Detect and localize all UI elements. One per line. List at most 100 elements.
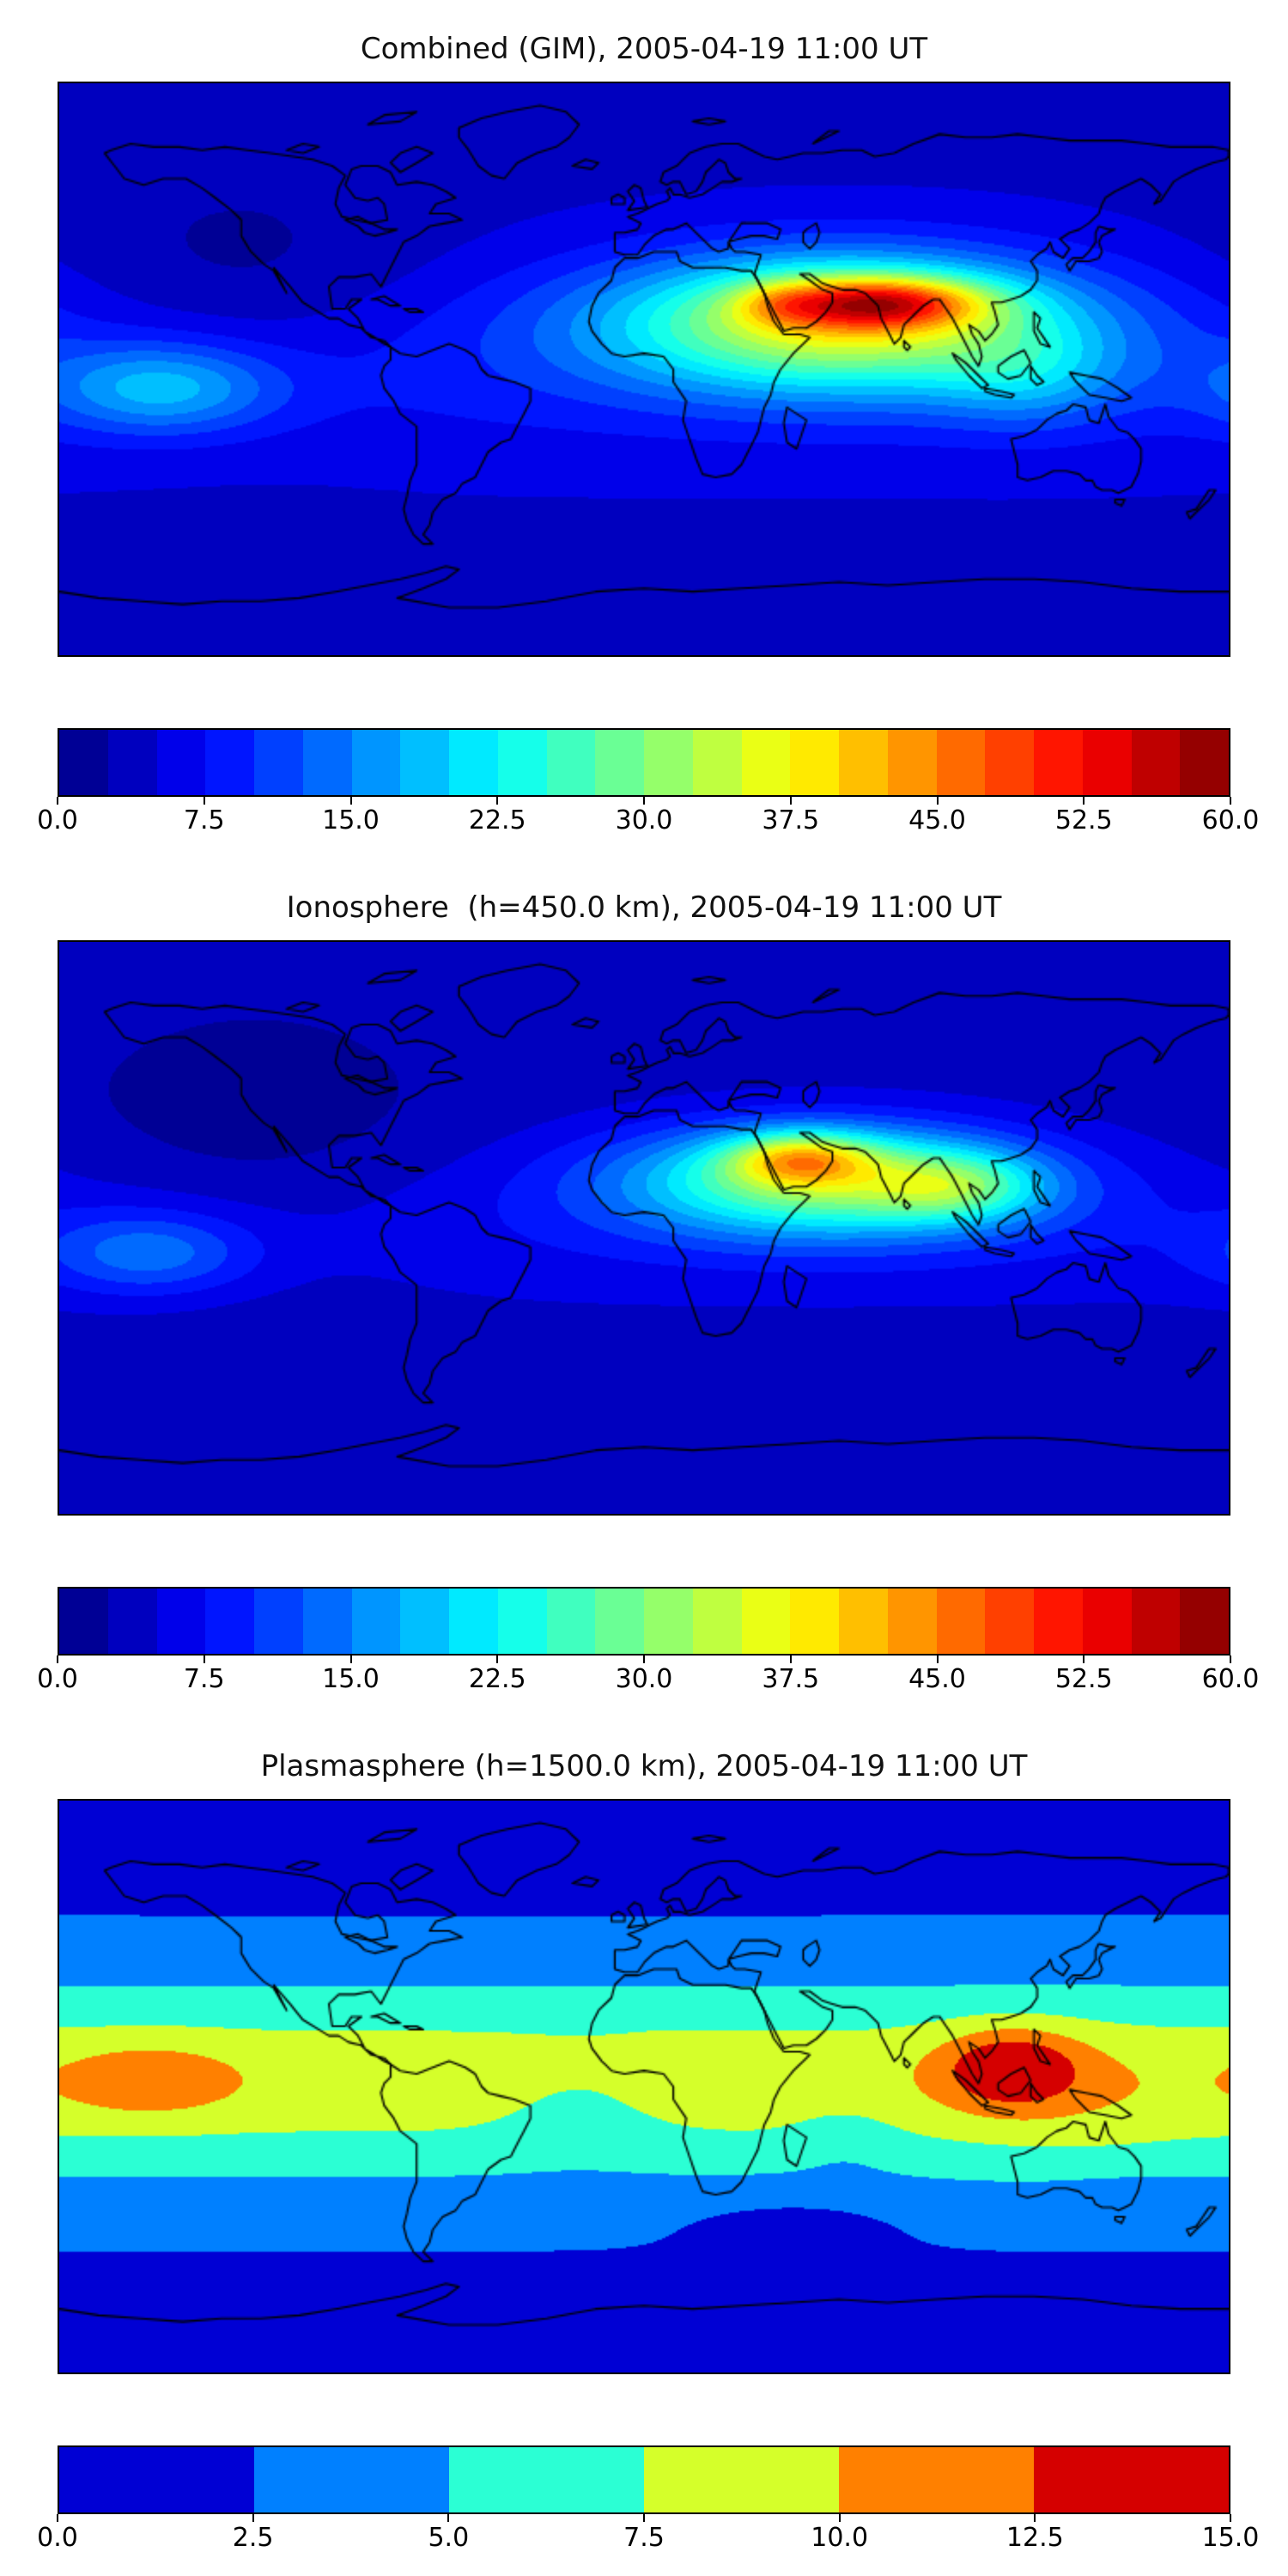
colorbar-segment: [790, 730, 839, 795]
colorbar-segment: [985, 1589, 1034, 1654]
colorbar-tick: [838, 2514, 841, 2522]
colorbar-segment: [400, 1589, 449, 1654]
colorbar-tick: [1230, 1656, 1231, 1663]
colorbar-tick: [643, 2514, 645, 2522]
colorbar-tick: [1034, 2514, 1036, 2522]
colorbar-segment: [644, 1589, 693, 1654]
colorbar-tick-label: 22.5: [468, 1664, 526, 1694]
colorbar-segment: [59, 2447, 254, 2512]
colorbar-segment: [351, 730, 401, 795]
colorbar-segment: [156, 730, 206, 795]
colorbar-tick-label: 7.5: [183, 1664, 225, 1694]
colorbar-tick-labels: 0.0 2.5 5.0 7.5 10.0 12.5 15.0: [37, 2523, 1259, 2557]
world-tec-map-canvas: [59, 942, 1229, 1514]
colorbar-tick-label: 37.5: [762, 805, 820, 835]
colorbar-ticks: [57, 797, 1231, 805]
colorbar-frame: [58, 2445, 1230, 2514]
colorbar-tick-label: 30.0: [615, 1664, 673, 1694]
colorbar-segment: [1082, 1589, 1132, 1654]
colorbar-tick: [789, 1656, 792, 1663]
panel-combined-gim: Combined (GIM), 2005-04-19 11:00 UT 0.0 7…: [0, 0, 1288, 859]
colorbar-tick-label: 60.0: [1201, 1664, 1260, 1694]
colorbar-segment: [497, 730, 547, 795]
panel-ionosphere: Ionosphere (h=450.0 km), 2005-04-19 11:0…: [0, 859, 1288, 1717]
colorbar-ticks: [57, 1656, 1231, 1663]
map-frame: [58, 82, 1230, 657]
colorbar-segment: [1131, 730, 1181, 795]
colorbar-tick: [936, 797, 939, 805]
colorbar-tick: [447, 2514, 450, 2522]
map-frame: [58, 1799, 1230, 2374]
colorbar-segment: [741, 730, 791, 795]
panel-title: Combined (GIM), 2005-04-19 11:00 UT: [360, 32, 928, 66]
colorbar-segment: [887, 730, 937, 795]
colorbar-segment: [497, 1589, 547, 1654]
colorbar-segment: [936, 1589, 986, 1654]
colorbar: [59, 1589, 1229, 1654]
colorbar-segment: [1034, 2447, 1229, 2512]
colorbar-tick: [57, 1656, 58, 1663]
colorbar-tick: [1230, 2514, 1231, 2522]
colorbar-segment: [351, 1589, 401, 1654]
colorbar-segment: [1082, 730, 1132, 795]
panel-plasmasphere: Plasmasphere (h=1500.0 km), 2005-04-19 1…: [0, 1717, 1288, 2576]
colorbar-segment: [254, 2447, 449, 2512]
colorbar-segment: [1034, 1589, 1083, 1654]
colorbar-segment: [400, 730, 449, 795]
colorbar-tick: [496, 797, 499, 805]
colorbar-tick-labels: 0.0 7.5 15.0 22.5 30.0 37.5 45.0 52.5 60.0: [37, 1664, 1259, 1698]
colorbar-segment: [985, 730, 1034, 795]
colorbar-frame: [58, 1587, 1230, 1656]
colorbar-tick: [349, 1656, 352, 1663]
colorbar-segment: [644, 2447, 839, 2512]
colorbar-segment: [302, 1589, 352, 1654]
colorbar-segment: [741, 1589, 791, 1654]
colorbar-tick: [349, 797, 352, 805]
colorbar-segment: [302, 730, 352, 795]
colorbar-tick-label: 0.0: [37, 1664, 78, 1694]
colorbar-tick: [643, 1656, 645, 1663]
colorbar-tick-label: 10.0: [811, 2523, 869, 2553]
colorbar-segment: [449, 730, 498, 795]
colorbar-segment: [595, 1589, 644, 1654]
map-frame: [58, 940, 1230, 1516]
colorbar-segment: [692, 1589, 742, 1654]
colorbar-tick: [789, 797, 792, 805]
colorbar-segment: [546, 1589, 596, 1654]
colorbar-segment: [644, 730, 693, 795]
colorbar-tick: [496, 1656, 499, 1663]
colorbar-tick: [252, 2514, 254, 2522]
colorbar-tick-label: 15.0: [322, 805, 380, 835]
colorbar-tick-label: 45.0: [908, 1664, 966, 1694]
colorbar-tick-labels: 0.0 7.5 15.0 22.5 30.0 37.5 45.0 52.5 60.0: [37, 805, 1259, 840]
colorbar-tick: [203, 797, 205, 805]
colorbar-tick-label: 7.5: [623, 2523, 665, 2553]
colorbar-segment: [107, 1589, 157, 1654]
colorbar-segment: [156, 1589, 206, 1654]
colorbar-segment: [254, 1589, 303, 1654]
colorbar-segment: [692, 730, 742, 795]
colorbar-segment: [449, 1589, 498, 1654]
colorbar-segment: [205, 1589, 254, 1654]
colorbar-segment: [546, 730, 596, 795]
colorbar-segment: [839, 2447, 1034, 2512]
colorbar-tick-label: 2.5: [232, 2523, 274, 2553]
colorbar-segment: [254, 730, 303, 795]
colorbar-tick-label: 0.0: [37, 805, 78, 835]
colorbar-segment: [205, 730, 254, 795]
colorbar-tick: [936, 1656, 939, 1663]
colorbar-tick-label: 0.0: [37, 2523, 78, 2553]
colorbar-tick-label: 5.0: [428, 2523, 470, 2553]
colorbar-segment: [107, 730, 157, 795]
colorbar-tick: [1083, 797, 1085, 805]
colorbar: [59, 730, 1229, 795]
colorbar-tick-label: 22.5: [468, 805, 526, 835]
colorbar-segment: [595, 730, 644, 795]
colorbar-tick-label: 30.0: [615, 805, 673, 835]
colorbar-tick-label: 37.5: [762, 1664, 820, 1694]
colorbar-segment: [1180, 1589, 1229, 1654]
colorbar-segment: [1034, 730, 1083, 795]
colorbar-frame: [58, 728, 1230, 797]
